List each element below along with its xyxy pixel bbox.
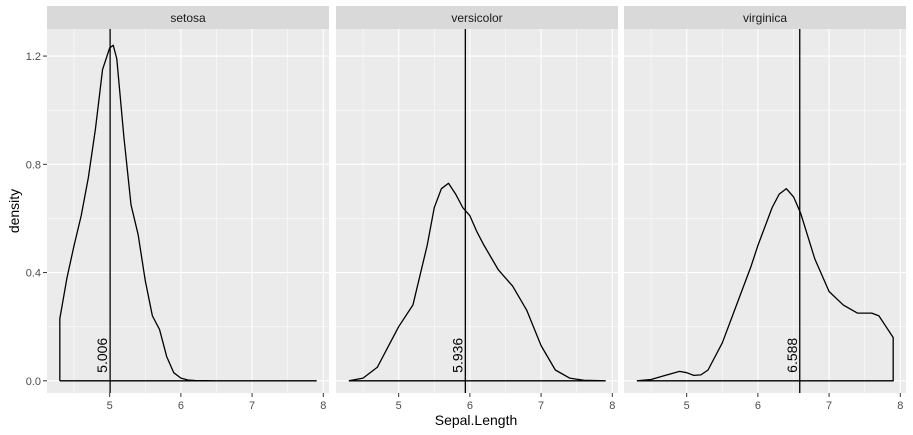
x-tick-label: 8 (897, 400, 903, 412)
facet-strip-label: setosa (170, 11, 206, 25)
density-curve-setosa (59, 44, 317, 382)
y-tick-label: 0.8 (26, 159, 41, 171)
mean-label: 5.006 (94, 338, 110, 373)
facet-strip (47, 6, 329, 29)
panels-layer: 0.0 0.4 0.8 1.2 setosa 5.006 5 6 7 8 versicolor 5.9… (26, 6, 906, 412)
x-tick-label: 7 (538, 400, 544, 412)
facet-strip-label: virginica (743, 11, 787, 25)
x-tick-label: 5 (107, 400, 113, 412)
panel-background (47, 29, 329, 393)
y-tick-label: 0.0 (26, 376, 41, 388)
mean-label: 6.588 (784, 338, 800, 373)
x-tick-label: 8 (609, 400, 615, 412)
x-tick-label: 8 (320, 400, 326, 412)
x-tick-label: 6 (755, 400, 761, 412)
y-axis-title: density (6, 189, 22, 233)
mean-label: 5.936 (449, 338, 465, 373)
facet-strip-label: versicolor (451, 11, 502, 25)
facet-strip (624, 6, 906, 29)
density-curve-versicolor (348, 182, 606, 382)
facet-panel-virginica: virginica 6.588 5 6 7 8 (624, 6, 906, 412)
x-tick-label: 7 (249, 400, 255, 412)
panel-background (336, 29, 618, 393)
facet-strip (336, 6, 618, 29)
panel-background (624, 29, 906, 393)
density-curve-virginica (636, 188, 894, 382)
y-tick-label: 1.2 (26, 51, 41, 63)
x-tick-label: 6 (178, 400, 184, 412)
x-tick-label: 7 (826, 400, 832, 412)
x-tick-label: 5 (684, 400, 690, 412)
x-tick-label: 5 (396, 400, 402, 412)
x-axis-title: Sepal.Length (435, 412, 518, 428)
y-tick-label: 0.4 (26, 268, 41, 280)
facet-panel-setosa: setosa 5.006 5 6 7 8 (47, 6, 329, 412)
facet-panel-versicolor: versicolor 5.936 5 6 7 8 (336, 6, 618, 412)
x-tick-label: 6 (467, 400, 473, 412)
